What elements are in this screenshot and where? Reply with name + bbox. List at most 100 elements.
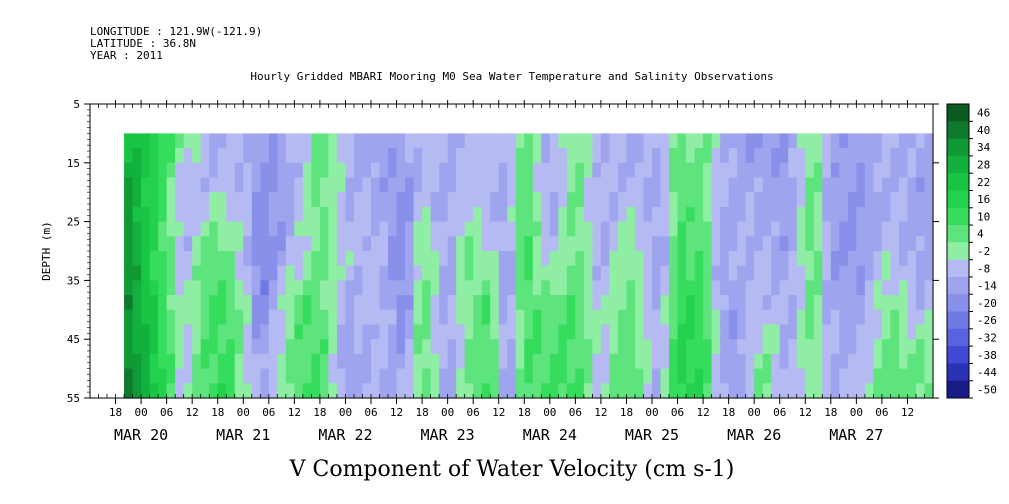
heatmap-cell <box>720 148 730 164</box>
heatmap-cell <box>388 383 398 399</box>
x-hour-label: 18 <box>415 406 428 419</box>
heatmap-cell <box>796 265 806 281</box>
heatmap-cell <box>260 324 270 340</box>
heatmap-cell <box>788 295 798 311</box>
heatmap-cell <box>234 339 244 355</box>
heatmap-cell <box>805 295 815 311</box>
heatmap-cell <box>447 206 457 223</box>
heatmap-cell <box>464 383 474 399</box>
heatmap-cell <box>234 280 244 296</box>
heatmap-cell <box>754 324 764 340</box>
heatmap-cell <box>260 177 270 193</box>
heatmap-cell <box>805 339 815 355</box>
heatmap-cell <box>660 162 670 179</box>
heatmap-cell <box>524 206 534 223</box>
heatmap-cell <box>745 383 755 399</box>
heatmap-cell <box>575 221 585 237</box>
heatmap-cell <box>541 192 551 208</box>
heatmap-cell <box>515 324 525 340</box>
heatmap-cell <box>183 295 193 311</box>
heatmap-cell <box>660 133 670 149</box>
heatmap-cell <box>251 295 261 311</box>
heatmap-cell <box>532 353 542 370</box>
heatmap-cell <box>251 133 261 149</box>
heatmap-cell <box>822 280 832 296</box>
heatmap-cell <box>677 177 687 193</box>
heatmap-cell <box>371 265 381 281</box>
heatmap-cell <box>856 309 866 326</box>
heatmap-cell <box>762 324 772 340</box>
heatmap-cell <box>694 265 704 281</box>
longitude-label: LONGITUDE : 121.9W(-121.9) <box>90 25 262 38</box>
heatmap-cell <box>158 280 168 296</box>
heatmap-cell <box>234 309 244 326</box>
heatmap-cell <box>302 383 312 399</box>
heatmap-cell <box>422 324 432 340</box>
heatmap-cell <box>677 383 687 399</box>
heatmap-cell <box>311 383 321 399</box>
heatmap-cell <box>677 192 687 208</box>
x-hour-label: 12 <box>288 406 301 419</box>
heatmap-cell <box>405 309 415 326</box>
heatmap-cell <box>226 368 236 384</box>
heatmap-cell <box>456 236 466 252</box>
heatmap-cell <box>583 339 593 355</box>
heatmap-cell <box>124 280 134 296</box>
heatmap-cell <box>541 177 551 193</box>
heatmap-cell <box>813 192 823 208</box>
heatmap-cell <box>209 236 219 252</box>
heatmap-cell <box>592 221 602 237</box>
heatmap-cell <box>669 339 679 355</box>
heatmap-cell <box>813 309 823 326</box>
heatmap-cell <box>498 339 508 355</box>
heatmap-cell <box>532 236 542 252</box>
heatmap-cell <box>166 295 176 311</box>
heatmap-cell <box>524 368 534 384</box>
heatmap-cell <box>881 353 892 370</box>
heatmap-cell <box>532 339 542 355</box>
heatmap-cell <box>396 280 406 296</box>
heatmap-cell <box>566 324 576 340</box>
heatmap-cell <box>362 265 372 281</box>
heatmap-cell <box>362 206 372 223</box>
heatmap-cell <box>788 280 798 296</box>
heatmap-cell <box>379 280 389 296</box>
heatmap-cell <box>464 177 474 193</box>
heatmap-cell <box>532 221 542 237</box>
heatmap-cell <box>285 324 295 340</box>
heatmap-cell <box>549 221 559 237</box>
heatmap-cell <box>873 206 883 223</box>
heatmap-cell <box>669 295 679 311</box>
heatmap-cell <box>175 295 185 311</box>
heatmap-cell <box>481 251 491 267</box>
heatmap-cell <box>473 148 483 164</box>
heatmap-cell <box>720 265 730 281</box>
heatmap-cell <box>166 192 176 208</box>
heatmap-cell <box>856 192 866 208</box>
heatmap-cell <box>481 206 491 223</box>
heatmap-cell <box>277 251 287 267</box>
heatmap-cell <box>430 265 440 281</box>
heatmap-cell <box>796 148 806 164</box>
heatmap-cell <box>788 339 798 355</box>
heatmap-cell <box>226 251 236 267</box>
heatmap-cell <box>175 383 185 399</box>
heatmap-cell <box>192 339 202 355</box>
heatmap-cell <box>371 221 381 237</box>
heatmap-cell <box>430 324 440 340</box>
heatmap-cell <box>405 324 415 340</box>
heatmap-cell <box>336 324 347 340</box>
heatmap-cell <box>771 192 781 208</box>
x-hour-label: 06 <box>671 406 684 419</box>
heatmap-cell <box>285 206 295 223</box>
heatmap-cell <box>251 339 261 355</box>
x-hour-label: 06 <box>773 406 786 419</box>
heatmap-cell <box>728 339 738 355</box>
heatmap-cell <box>864 324 874 340</box>
heatmap-cell <box>498 177 508 193</box>
minor-ticks <box>89 104 934 398</box>
heatmap-cell <box>371 148 381 164</box>
heatmap-cell <box>183 192 193 208</box>
heatmap-cell <box>703 368 713 384</box>
heatmap-cell <box>592 295 602 311</box>
